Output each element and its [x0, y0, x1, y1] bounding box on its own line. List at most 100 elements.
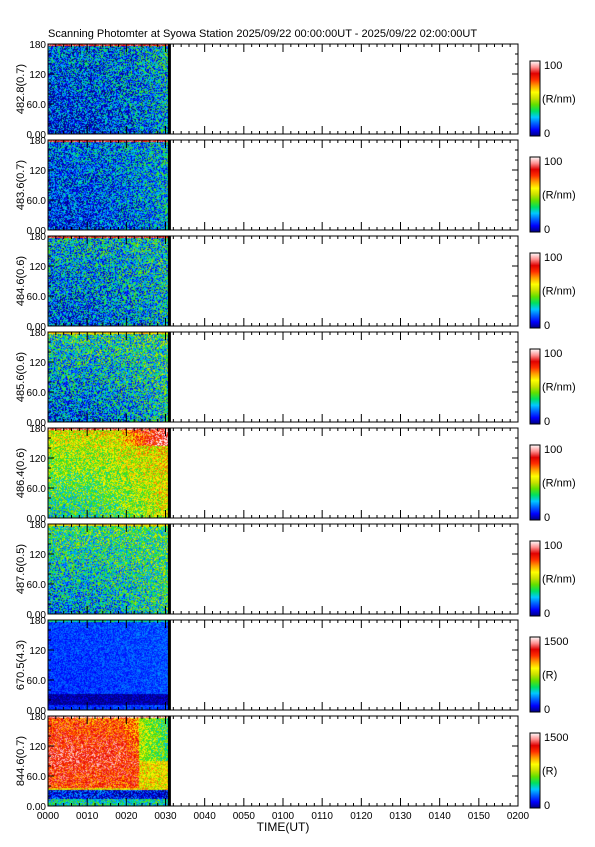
y-axis-label: 483.6(0.7) [15, 160, 27, 210]
colorbar-unit-label: (R/nm) [542, 190, 576, 202]
colorbar [529, 60, 541, 137]
colorbar-min-label: 0 [544, 512, 550, 524]
y-tick-label: 120 [29, 550, 46, 561]
colorbar [529, 444, 541, 521]
heatmap-6 [48, 524, 169, 614]
heatmap-7 [48, 620, 169, 710]
panel-1: 180 120 60.0 0.00 482.8(0.7) 100 0 (R/nm) [15, 40, 576, 141]
colorbar [529, 252, 541, 329]
heatmap-1 [48, 44, 169, 134]
y-tick-label: 120 [29, 454, 46, 465]
colorbar-max-label: 100 [544, 348, 562, 360]
chart-title: Scanning Photomter at Syowa Station 2025… [48, 28, 477, 40]
panel-4: 180 120 60.0 0.00 485.6(0.6) 100 0 (R/nm) [15, 328, 576, 429]
y-tick-label: 180 [29, 424, 46, 435]
colorbar-min-label: 0 [544, 320, 550, 332]
colorbar-unit-label: (R/nm) [542, 382, 576, 394]
colorbar-unit-label: (R) [542, 670, 557, 682]
y-tick-label: 0.00 [27, 322, 47, 333]
y-tick-label: 180 [29, 520, 46, 531]
colorbar-min-label: 0 [544, 608, 550, 620]
x-tick-label: 0120 [350, 811, 373, 822]
y-tick-label: 60.0 [27, 196, 47, 207]
colorbar-max-label: 1500 [544, 636, 568, 648]
y-axis-label: 482.8(0.7) [15, 64, 27, 114]
y-tick-label: 0.00 [27, 130, 47, 141]
x-tick-label: 0010 [76, 811, 99, 822]
y-tick-label: 0.00 [27, 802, 47, 813]
x-axis-label: TIME(UT) [257, 820, 310, 834]
x-tick-label: 0100 [272, 811, 295, 822]
colorbar-min-label: 0 [544, 224, 550, 236]
panel-3: 180 120 60.0 0.00 484.6(0.6) 100 0 (R/nm) [15, 232, 576, 333]
heatmap-5 [48, 428, 169, 518]
colorbar-max-label: 100 [544, 156, 562, 168]
colorbar [529, 540, 541, 617]
y-tick-label: 180 [29, 232, 46, 243]
colorbar-min-label: 0 [544, 704, 550, 716]
heatmap-4 [48, 332, 169, 422]
y-tick-label: 180 [29, 328, 46, 339]
y-tick-label: 0.00 [27, 706, 47, 717]
x-tick-label: 0110 [311, 811, 333, 822]
y-tick-label: 60.0 [27, 580, 47, 591]
x-tick-label: 0150 [468, 811, 491, 822]
y-tick-label: 60.0 [27, 292, 47, 303]
colorbar-min-label: 0 [544, 800, 550, 812]
colorbar-max-label: 1500 [544, 732, 568, 744]
colorbar [529, 636, 541, 713]
heatmap-8 [48, 716, 169, 806]
y-axis-label: 485.6(0.6) [15, 352, 27, 402]
panel-2: 180 120 60.0 0.00 483.6(0.7) 100 0 (R/nm) [15, 136, 576, 237]
panel-7: 180 120 60.0 0.00 670.5(4.3) 1500 0 (R) [15, 616, 568, 717]
y-tick-label: 0.00 [27, 610, 47, 621]
y-tick-label: 0.00 [27, 514, 47, 525]
colorbar-max-label: 100 [544, 252, 562, 264]
panel-6: 180 120 60.0 0.00 487.6(0.5) 100 0 (R/nm) [15, 520, 576, 621]
x-tick-label: 0020 [115, 811, 138, 822]
colorbar-min-label: 0 [544, 128, 550, 140]
y-tick-label: 120 [29, 166, 46, 177]
y-tick-label: 120 [29, 70, 46, 81]
heatmap-3 [48, 236, 169, 326]
colorbar-min-label: 0 [544, 416, 550, 428]
colorbar-unit-label: (R/nm) [542, 478, 576, 490]
y-tick-label: 180 [29, 136, 46, 147]
y-tick-label: 60.0 [27, 100, 47, 111]
y-axis-label: 670.5(4.3) [15, 640, 27, 690]
x-tick-label: 0140 [429, 811, 452, 822]
y-tick-label: 60.0 [27, 772, 47, 783]
panels-layer: 180 120 60.0 0.00 482.8(0.7) 100 0 (R/nm) 180 120… [15, 40, 576, 822]
colorbar-unit-label: (R/nm) [542, 286, 576, 298]
y-tick-label: 180 [29, 616, 46, 627]
x-tick-label: 0000 [37, 811, 60, 822]
x-tick-label: 0130 [389, 811, 412, 822]
x-tick-label: 0030 [154, 811, 177, 822]
y-axis-label: 486.4(0.6) [15, 448, 27, 498]
x-tick-label: 0050 [233, 811, 256, 822]
y-tick-label: 120 [29, 262, 46, 273]
y-axis-label: 844.6(0.7) [15, 736, 27, 786]
x-tick-label: 0040 [194, 811, 217, 822]
colorbar [529, 348, 541, 425]
colorbar [529, 156, 541, 233]
panel-8: 180 120 60.0 0.00 844.6(0.7) 1500 0 (R) [15, 712, 568, 813]
colorbar-max-label: 100 [544, 444, 562, 456]
colorbar-max-label: 100 [544, 60, 562, 72]
colorbar-max-label: 100 [544, 540, 562, 552]
y-tick-label: 120 [29, 646, 46, 657]
y-tick-label: 180 [29, 712, 46, 723]
colorbar-unit-label: (R) [542, 766, 557, 778]
y-tick-label: 0.00 [27, 226, 47, 237]
x-tick-label: 0200 [507, 811, 530, 822]
y-axis-label: 487.6(0.5) [15, 544, 27, 594]
y-tick-label: 60.0 [27, 484, 47, 495]
colorbar-unit-label: (R/nm) [542, 94, 576, 106]
y-tick-label: 180 [29, 40, 46, 51]
colorbar-unit-label: (R/nm) [542, 574, 576, 586]
y-tick-label: 120 [29, 358, 46, 369]
y-tick-label: 60.0 [27, 388, 47, 399]
y-axis-label: 484.6(0.6) [15, 256, 27, 306]
